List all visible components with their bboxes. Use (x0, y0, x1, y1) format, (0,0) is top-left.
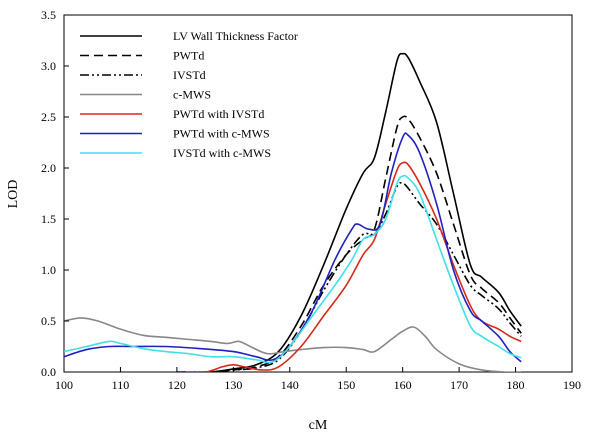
x-tick-label: 140 (281, 378, 299, 392)
legend-label: IVSTd with c-MWS (173, 146, 271, 160)
plot-frame (63, 14, 573, 373)
series-line-6 (64, 132, 522, 363)
legend-label: IVSTd (173, 68, 206, 82)
series-layer (64, 52, 522, 372)
x-tick-label: 130 (224, 378, 242, 392)
legend: LV Wall Thickness Factor PWTd IVSTd c-MWS PW… (80, 29, 298, 160)
legend-label: PWTd with c-MWS (173, 127, 270, 141)
x-tick-label: 110 (112, 378, 130, 392)
legend-label: PWTd (173, 49, 204, 63)
series-line-4 (64, 317, 522, 372)
y-tick-label: 0.5 (41, 314, 56, 328)
x-tick-label: 150 (337, 378, 355, 392)
x-tick-label: 160 (394, 378, 412, 392)
x-tick-label: 170 (450, 378, 468, 392)
series-line-3 (176, 181, 522, 372)
x-axis: 100 110 120 130 140 150 160 170 180 190 (55, 367, 581, 392)
x-tick-label: 180 (507, 378, 525, 392)
y-axis: 0.0 0.5 1.0 1.5 2.0 2.5 3.0 3.5 (41, 8, 69, 379)
legend-label: c-MWS (173, 88, 211, 102)
legend-label: PWTd with IVSTd (173, 107, 264, 121)
legend-label: LV Wall Thickness Factor (173, 29, 298, 43)
y-tick-label: 1.0 (41, 263, 56, 277)
y-axis-label: LOD (6, 180, 21, 209)
y-tick-label: 1.5 (41, 212, 56, 226)
y-tick-label: 2.5 (41, 110, 56, 124)
series-line-2 (176, 115, 522, 372)
x-tick-label: 190 (563, 378, 581, 392)
series-line-5 (176, 161, 522, 372)
y-tick-label: 3.0 (41, 59, 56, 73)
x-tick-label: 100 (55, 378, 73, 392)
y-tick-label: 2.0 (41, 161, 56, 175)
y-tick-label: 0.0 (41, 365, 56, 379)
series-line-7 (64, 174, 522, 364)
y-tick-label: 3.5 (41, 8, 56, 22)
x-axis-label: cM (309, 418, 328, 433)
x-tick-label: 120 (168, 378, 186, 392)
